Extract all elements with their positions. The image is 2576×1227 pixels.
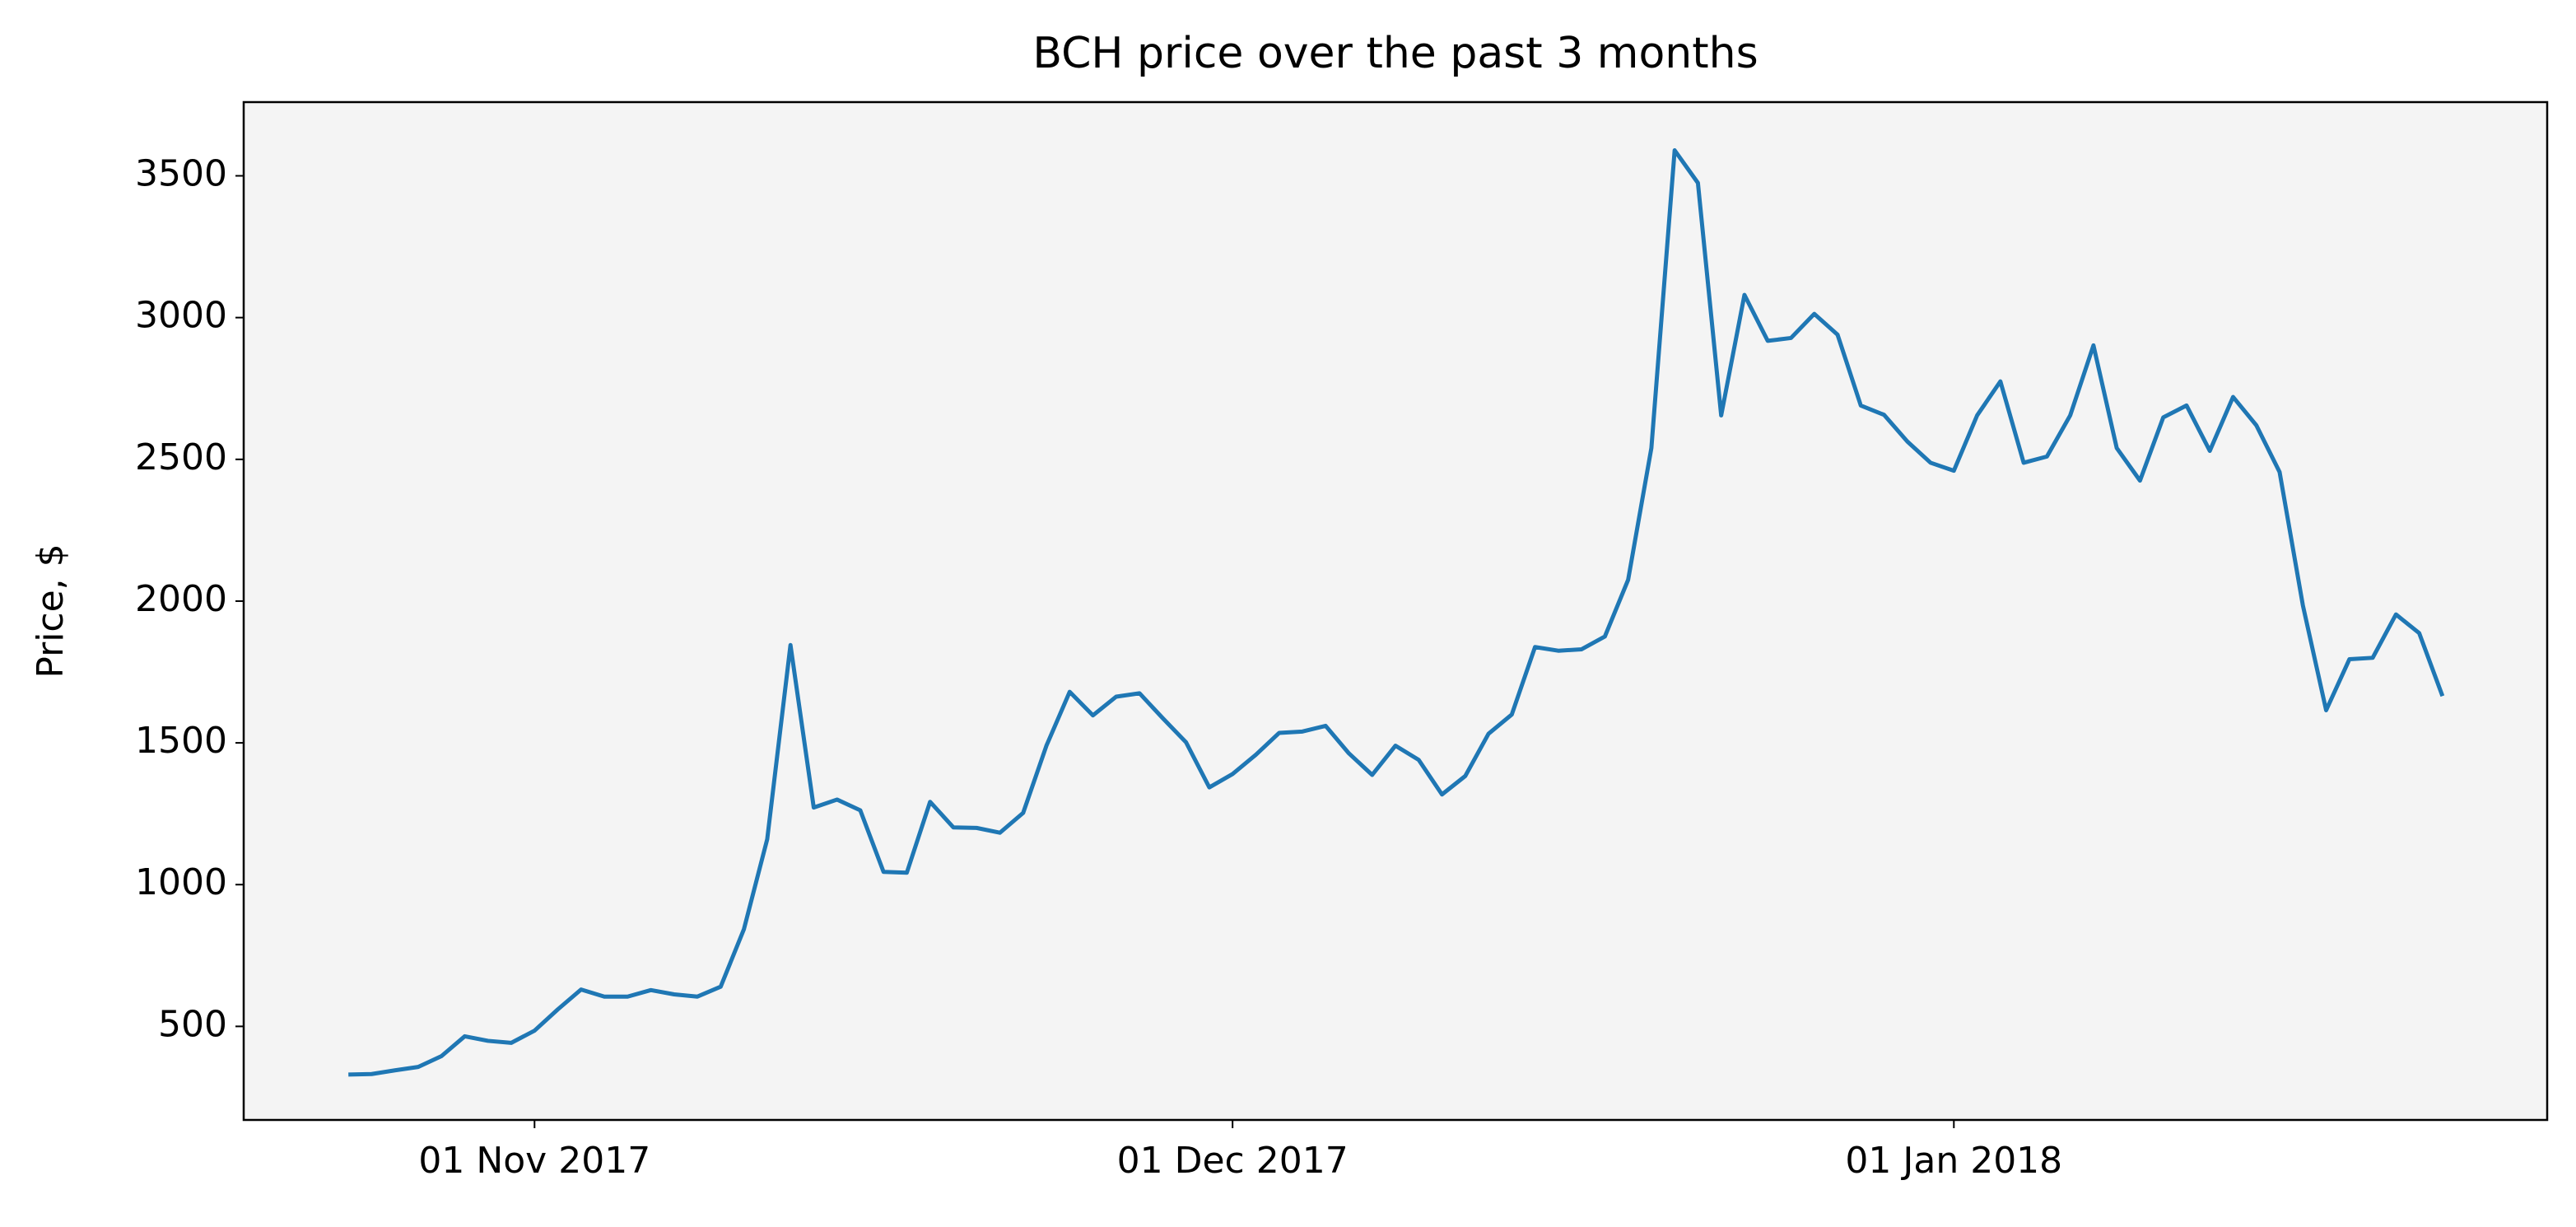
y-tick-label: 3000 [135, 295, 227, 337]
y-tick-label: 1500 [135, 720, 227, 762]
x-tick-label: 01 Dec 2017 [1117, 1140, 1349, 1182]
y-tick-label: 1000 [135, 861, 227, 903]
y-axis-label: Price, $ [30, 544, 72, 678]
plot-area [244, 102, 2547, 1120]
x-tick-label: 01 Jan 2018 [1845, 1140, 2062, 1182]
y-tick-label: 3500 [135, 153, 227, 195]
plot-frame [242, 100, 2549, 1122]
y-tick-label: 2500 [135, 436, 227, 478]
price-line [348, 148, 2445, 1077]
y-tick-label: 500 [158, 1003, 227, 1045]
y-tick-label: 2000 [135, 578, 227, 620]
chart-title: BCH price over the past 3 months [1032, 29, 1758, 78]
x-tick-label: 01 Nov 2017 [418, 1140, 650, 1182]
